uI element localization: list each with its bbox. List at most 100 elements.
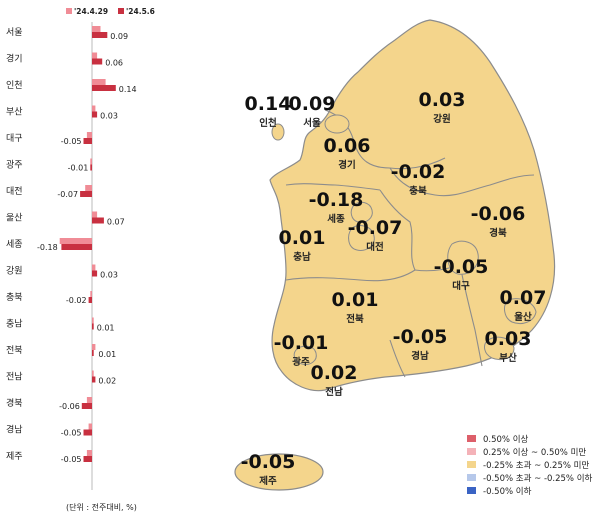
bar-value-label: -0.06 bbox=[59, 402, 80, 411]
region-value: -0.18 bbox=[309, 189, 364, 211]
bar bbox=[86, 132, 92, 138]
category-label: 광주 bbox=[6, 159, 23, 171]
category-label: 부산 bbox=[6, 107, 23, 118]
bar-value-label: 0.14 bbox=[119, 85, 137, 94]
bar bbox=[92, 211, 98, 218]
region-value: 0.03 bbox=[419, 89, 466, 111]
legend-swatch bbox=[467, 448, 476, 455]
category-label: 제주 bbox=[6, 451, 23, 462]
bar bbox=[92, 58, 103, 65]
category-label: 서울 bbox=[6, 27, 23, 38]
region-value: -0.05 bbox=[434, 256, 489, 278]
category-label: 경기 bbox=[6, 53, 23, 65]
bar bbox=[83, 456, 92, 462]
legend-label: '24.5.6 bbox=[126, 7, 155, 16]
jeju-shape bbox=[234, 453, 324, 491]
legend-item: 0.50% 이상 bbox=[467, 432, 601, 445]
region-value: 0.01 bbox=[332, 289, 379, 311]
bar bbox=[86, 397, 92, 403]
mainland-shape bbox=[269, 19, 556, 392]
region-name: 광주 bbox=[292, 356, 310, 368]
legend-label: 0.25% 이상 ~ 0.50% 미만 bbox=[483, 447, 587, 458]
region-value: -0.05 bbox=[393, 326, 448, 348]
region-value: 0.02 bbox=[311, 362, 358, 384]
category-label: 울산 bbox=[6, 213, 23, 224]
region-value: 0.01 bbox=[279, 227, 326, 249]
bar bbox=[92, 79, 106, 85]
daegu-shape bbox=[447, 240, 479, 275]
busan-shape bbox=[484, 336, 515, 361]
region-name: 서울 bbox=[303, 117, 321, 129]
region-name: 부산 bbox=[499, 352, 517, 364]
category-label: 대전 bbox=[6, 186, 23, 197]
bar bbox=[92, 323, 94, 330]
bar bbox=[81, 403, 92, 409]
bar-value-label: -0.05 bbox=[61, 455, 82, 464]
bar-value-label: -0.01 bbox=[68, 164, 89, 173]
region-name: 제주 bbox=[259, 475, 277, 487]
bar bbox=[92, 264, 96, 271]
bar bbox=[59, 238, 92, 244]
bar bbox=[92, 370, 94, 377]
region-name: 울산 bbox=[514, 311, 532, 323]
bar bbox=[83, 429, 92, 436]
legend-swatch bbox=[118, 8, 124, 14]
bar-value-label: 0.03 bbox=[100, 271, 118, 280]
map-land bbox=[234, 19, 556, 491]
region-value: -0.01 bbox=[274, 332, 329, 354]
region-value: 0.06 bbox=[324, 135, 371, 157]
seoul-shape bbox=[324, 114, 350, 134]
region-name: 전남 bbox=[325, 386, 343, 398]
bar bbox=[92, 376, 96, 383]
region-value: 0.03 bbox=[485, 328, 532, 350]
bar bbox=[90, 164, 92, 171]
legend-item: -0.25% 초과 ~ 0.25% 미만 bbox=[467, 458, 601, 471]
legend-swatch bbox=[467, 461, 476, 468]
unit-note: (단위 : 전주대비, %) bbox=[66, 502, 137, 512]
legend-label: -0.50% 초과 ~ -0.25% 이하 bbox=[483, 473, 593, 484]
region-name: 경남 bbox=[411, 350, 429, 362]
bar-value-label: -0.02 bbox=[66, 296, 87, 305]
region-value: -0.07 bbox=[348, 217, 403, 239]
sejong-shape bbox=[350, 201, 373, 223]
bar bbox=[92, 111, 98, 118]
bar-value-label: 0.01 bbox=[98, 350, 116, 359]
bar bbox=[92, 85, 116, 91]
legend-label: -0.25% 초과 ~ 0.25% 미만 bbox=[483, 460, 590, 471]
category-label: 전북 bbox=[6, 345, 23, 356]
bar bbox=[92, 52, 98, 59]
bar bbox=[92, 317, 94, 324]
daejeon-shape bbox=[348, 225, 375, 251]
bar-value-label: 0.06 bbox=[105, 59, 123, 68]
category-label: 인천 bbox=[6, 80, 23, 91]
category-label: 경남 bbox=[6, 424, 23, 436]
region-value: 0.14 bbox=[245, 93, 292, 115]
bar bbox=[90, 291, 92, 297]
region-name: 충남 bbox=[293, 251, 311, 263]
bar-value-label: -0.05 bbox=[61, 429, 82, 438]
bar bbox=[92, 344, 96, 350]
category-label: 경북 bbox=[6, 397, 23, 409]
ulsan-shape bbox=[504, 298, 537, 325]
category-label: 대구 bbox=[6, 133, 23, 144]
map-legend: 0.50% 이상 0.25% 이상 ~ 0.50% 미만 -0.25% 초과 ~… bbox=[467, 432, 601, 497]
category-label: 충북 bbox=[6, 292, 23, 303]
legend-label: '24.4.29 bbox=[74, 7, 108, 16]
bar-value-label: -0.07 bbox=[57, 190, 78, 199]
bar-value-label: 0.03 bbox=[100, 112, 118, 121]
region-value: -0.06 bbox=[471, 203, 526, 225]
legend-item: -0.50% 이하 bbox=[467, 484, 601, 497]
category-label: 세종 bbox=[6, 239, 23, 250]
bar bbox=[88, 423, 92, 430]
category-label: 강원 bbox=[6, 266, 23, 277]
bar bbox=[92, 350, 94, 356]
region-value: -0.05 bbox=[241, 451, 296, 473]
region-name: 경기 bbox=[338, 159, 355, 171]
bar-value-label: 0.07 bbox=[107, 218, 125, 227]
legend-swatch bbox=[467, 487, 476, 494]
weekly-change-bar-chart: '24.4.29 '24.5.6 서울 0.09 경기 0.06 인천 0.14 부산 0.03 대… bbox=[6, 7, 155, 512]
legend-item: 0.25% 이상 ~ 0.50% 미만 bbox=[467, 445, 601, 458]
bar bbox=[92, 32, 108, 38]
bar-value-label: 0.09 bbox=[110, 32, 128, 41]
